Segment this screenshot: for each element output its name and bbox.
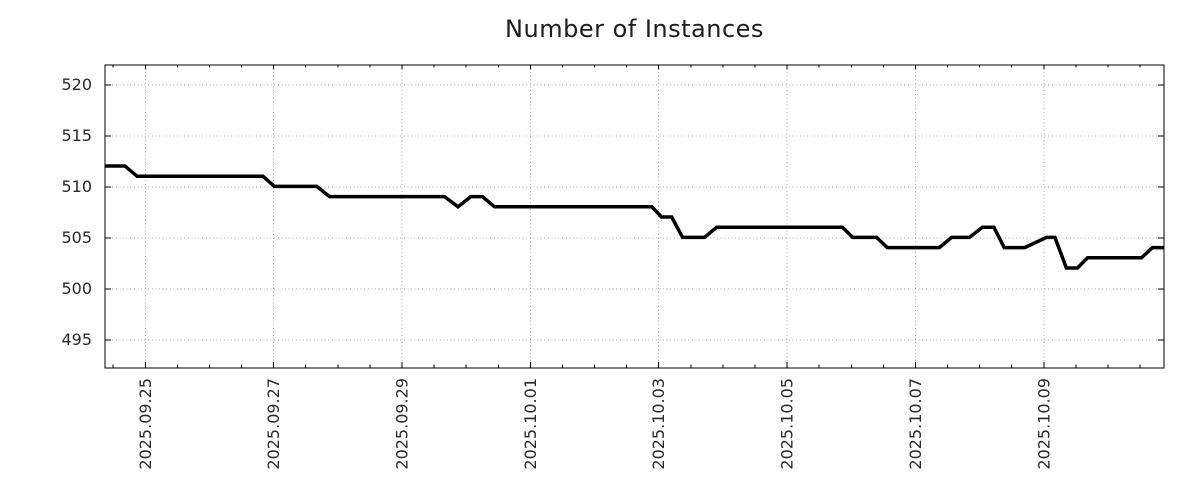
chart-title: Number of Instances	[505, 15, 764, 43]
y-tick-label: 505	[61, 228, 92, 247]
y-tick-labels: 495 500 505 510 515 520	[61, 75, 92, 349]
x-tick-labels: 2025.09.25 2025.09.27 2025.09.29 2025.10.01…	[136, 378, 1054, 470]
y-tick-label: 520	[61, 75, 92, 94]
plot-border	[104, 64, 1165, 369]
series-line-instances	[105, 164, 1164, 270]
axis-ticks	[105, 65, 1164, 368]
x-tick-label: 2025.09.25	[136, 378, 155, 470]
x-tick-label: 2025.10.01	[521, 378, 540, 470]
x-tick-label: 2025.10.07	[906, 378, 925, 470]
x-tick-label: 2025.09.27	[264, 378, 283, 470]
y-tick-label: 500	[61, 279, 92, 298]
x-tick-label: 2025.10.03	[649, 378, 668, 470]
y-tick-label: 510	[61, 177, 92, 196]
grid-lines	[105, 65, 1164, 368]
x-tick-label: 2025.10.05	[778, 378, 797, 470]
y-tick-label: 495	[61, 330, 92, 349]
x-tick-label: 2025.10.09	[1034, 378, 1053, 470]
x-tick-label: 2025.09.29	[393, 378, 412, 470]
y-tick-label: 515	[61, 126, 92, 145]
